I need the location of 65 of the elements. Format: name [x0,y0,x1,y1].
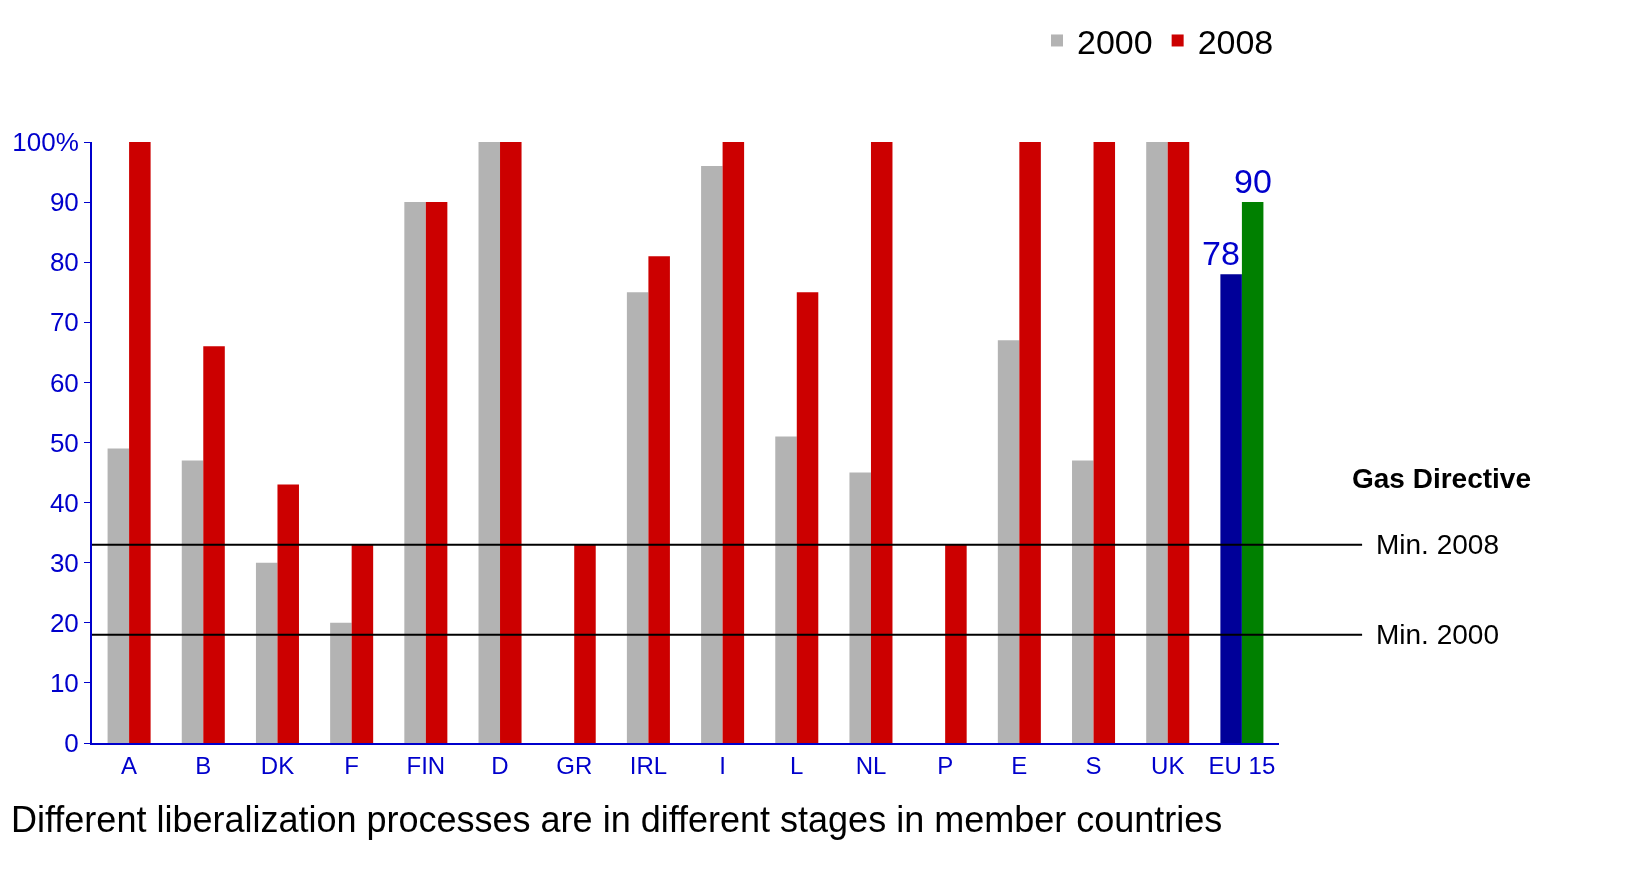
x-tick-label: L [790,751,804,779]
x-tick-label: D [491,751,509,779]
y-tick-label: 0 [64,728,79,759]
bar [1093,142,1116,743]
bar [478,142,501,743]
y-tick-label: 70 [49,307,79,338]
x-tick-label: UK [1151,751,1185,779]
bar [277,484,299,743]
x-tick-label: EU 15 [1208,751,1276,779]
ref-line-label: Min. 2000 [1376,619,1499,650]
x-tick-label: F [344,751,359,779]
y-tick-label: 90 [49,187,79,218]
bar [203,346,225,743]
x-tick-label: P [937,751,954,779]
x-tick-label: B [195,751,212,779]
data-label: 78 [1202,234,1240,272]
text: Gas Directive [1352,463,1531,494]
bar [1072,460,1094,743]
x-tick-label: GR [556,751,593,779]
bar [181,460,204,743]
bar [330,622,352,743]
bar [701,166,723,743]
bar [1019,142,1041,743]
y-tick-label: 60 [49,367,79,398]
bar [626,292,649,743]
bar [722,142,745,743]
bar [1167,142,1190,743]
text: Different liberalization processes are in different stages in member countries [11,799,1223,840]
x-tick-label: S [1085,751,1102,779]
x-tick-label: DK [260,751,295,779]
bar [500,142,522,743]
legend-label: 2000 [1077,22,1153,61]
bar [945,544,967,743]
x-tick-label: IRL [629,751,668,779]
x-tick-label: FIN [406,751,446,779]
bar [870,142,893,743]
x-tick-label: NL [855,751,887,779]
bar [648,256,670,743]
bar [425,202,448,743]
y-tick-label: 100% [12,127,79,158]
bar [255,562,278,743]
y-tick-label: 80 [49,247,79,278]
bar [404,202,426,743]
bar [997,340,1020,743]
y-tick-label: 30 [49,547,79,578]
ref-line-label: Min. 2008 [1376,529,1499,560]
bar [796,292,819,743]
legend-label: 2008 [1197,22,1274,61]
y-tick-label: 10 [49,668,79,698]
y-tick-label: 40 [49,487,79,518]
bar [129,142,151,743]
bar [107,448,130,743]
x-tick-label: E [1011,751,1028,779]
bar [574,544,596,743]
bar [1220,274,1242,743]
bar [1146,142,1168,743]
bar [1241,202,1264,743]
bar [351,544,374,743]
x-tick-label: I [719,751,726,779]
y-tick-label: 50 [49,427,79,458]
y-tick-label: 20 [49,607,79,638]
bar [775,436,797,743]
data-label: 90 [1234,162,1272,200]
x-tick-label: A [121,751,138,779]
bar [849,472,871,743]
